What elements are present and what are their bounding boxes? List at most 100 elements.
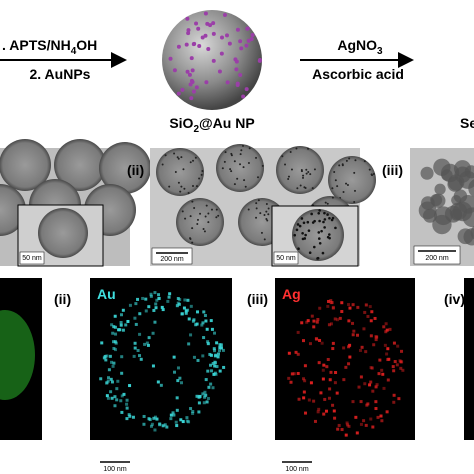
pixel	[128, 303, 132, 307]
text: AgNO	[337, 37, 377, 53]
pixel	[328, 378, 332, 382]
pixel	[325, 365, 329, 369]
dot	[301, 237, 305, 241]
dot	[235, 81, 240, 86]
dot	[168, 185, 171, 188]
dot	[328, 236, 331, 240]
dot	[230, 154, 233, 157]
pixel	[316, 318, 320, 322]
pixel	[358, 348, 362, 352]
dot	[363, 160, 366, 163]
dot	[224, 151, 227, 154]
dot	[348, 157, 351, 160]
dot	[265, 202, 268, 205]
pixel	[99, 377, 103, 381]
pixel	[189, 304, 193, 308]
au-map	[99, 291, 226, 432]
pixel	[369, 334, 373, 338]
pixel	[133, 316, 137, 320]
step1-reagent2: 2. AuNPs	[30, 66, 91, 82]
pixel	[127, 413, 131, 417]
dot	[225, 33, 230, 38]
pixel	[206, 397, 210, 401]
pixel	[337, 423, 341, 427]
pixel	[139, 357, 143, 361]
dot	[333, 170, 336, 173]
dot	[176, 91, 181, 96]
scale-label: 100 nm	[285, 466, 309, 473]
dot	[242, 166, 245, 169]
pixel	[329, 370, 333, 374]
pixel	[217, 349, 221, 353]
pixel	[400, 360, 404, 364]
dot	[187, 191, 190, 194]
pixel	[352, 329, 356, 333]
pixel	[133, 346, 137, 350]
pixel	[210, 327, 214, 331]
panel-label: (iv)	[444, 291, 465, 307]
dot	[255, 216, 258, 219]
pixel	[360, 345, 364, 349]
pixel	[134, 322, 138, 326]
dot	[295, 228, 299, 232]
pixel	[369, 380, 373, 384]
pixel	[362, 327, 366, 331]
pixel	[313, 419, 317, 423]
pixel	[125, 406, 129, 410]
pixel	[119, 399, 123, 403]
subscript: 2	[193, 124, 199, 135]
product1: SiO2@Au NP	[169, 115, 254, 135]
pixel	[363, 382, 367, 386]
pixel	[392, 369, 396, 373]
pixel	[331, 341, 335, 345]
dot	[249, 36, 254, 41]
pixel	[385, 410, 389, 414]
pixel	[148, 418, 152, 422]
grain	[464, 165, 474, 179]
dot	[205, 204, 208, 207]
pixel	[109, 377, 113, 381]
dot	[195, 185, 198, 188]
pixel	[369, 319, 373, 323]
pixel	[401, 368, 405, 372]
dot	[309, 173, 312, 176]
pixel	[149, 292, 153, 296]
dot	[239, 153, 242, 156]
pixel	[356, 333, 360, 337]
dot	[323, 211, 326, 215]
dot	[304, 233, 307, 237]
pixel	[128, 414, 132, 418]
dot	[194, 85, 199, 90]
pixel	[121, 308, 125, 312]
particle	[0, 139, 51, 191]
pixel	[335, 391, 339, 395]
pixel	[351, 303, 355, 307]
dot	[233, 183, 236, 186]
pixel	[149, 424, 153, 428]
pixel	[126, 319, 130, 323]
pixel	[209, 363, 213, 367]
dot	[211, 31, 216, 36]
pixel	[215, 365, 219, 369]
dot	[301, 231, 304, 235]
pixel	[119, 321, 123, 325]
pixel	[340, 310, 344, 314]
pixel	[146, 343, 150, 347]
dot	[265, 210, 268, 213]
pixel	[172, 370, 176, 374]
panel-label: (iii)	[247, 291, 268, 307]
pixel	[100, 341, 104, 345]
pixel	[211, 386, 215, 390]
pixel	[113, 325, 117, 329]
pixel	[305, 320, 309, 324]
pixel	[296, 352, 300, 356]
pixel	[166, 299, 170, 303]
dot	[180, 156, 183, 159]
dot	[220, 35, 225, 40]
dot	[326, 213, 329, 216]
pixel	[136, 349, 140, 353]
dot	[235, 27, 240, 32]
pixel	[149, 294, 153, 298]
pixel	[112, 325, 116, 329]
